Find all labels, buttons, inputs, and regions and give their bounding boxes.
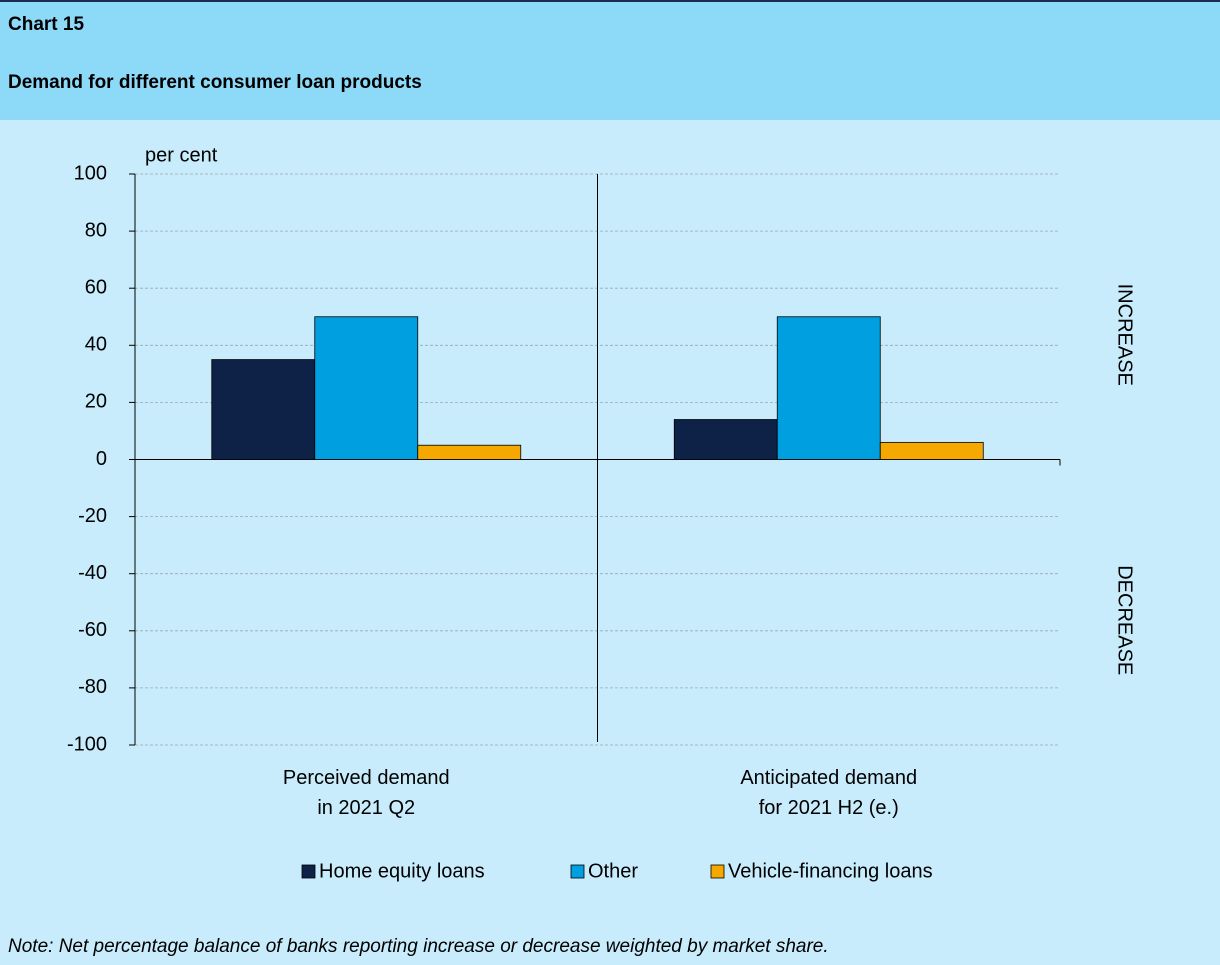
header: Chart 15 Demand for different consumer l… (0, 0, 1220, 120)
chart-label: Chart 15 (8, 14, 85, 35)
legend-label: Other (588, 860, 638, 882)
legend-label: Vehicle-financing loans (728, 860, 933, 882)
bar (211, 359, 316, 460)
y-tick-label: -40 (78, 562, 107, 584)
y-tick-label: -60 (78, 619, 107, 641)
side-annotation: DECREASE (1114, 565, 1136, 675)
legend-swatch (570, 864, 585, 879)
y-tick-label: 60 (85, 276, 107, 298)
bar (314, 316, 419, 460)
note: Note: Net percentage balance of banks re… (8, 936, 829, 957)
y-tick-label: 20 (85, 391, 107, 413)
y-tick-label: -80 (78, 676, 107, 698)
x-tick-label: Anticipated demand for 2021 H2 (e.) (740, 767, 918, 819)
y-tick-label: 80 (85, 219, 107, 241)
bar (879, 441, 984, 460)
x-tick-label: Perceived demand in 2021 Q2 (282, 767, 450, 819)
side-annotation: INCREASE (1114, 284, 1136, 386)
legend-label: Home equity loans (319, 860, 485, 882)
chart-title: Demand for different consumer loan produ… (8, 72, 422, 93)
y-tick-label: -100 (67, 733, 107, 755)
y-tick-label: 40 (85, 334, 107, 356)
y-tick-label: 0 (96, 448, 107, 470)
bar (673, 419, 778, 460)
y-tick-label: 100 (74, 162, 107, 184)
y-tick-label: -20 (78, 505, 107, 527)
y-axis-label: per cent (145, 144, 218, 166)
bar (417, 444, 522, 460)
bar (776, 316, 881, 460)
legend-swatch (710, 864, 725, 879)
legend-swatch (301, 864, 316, 879)
